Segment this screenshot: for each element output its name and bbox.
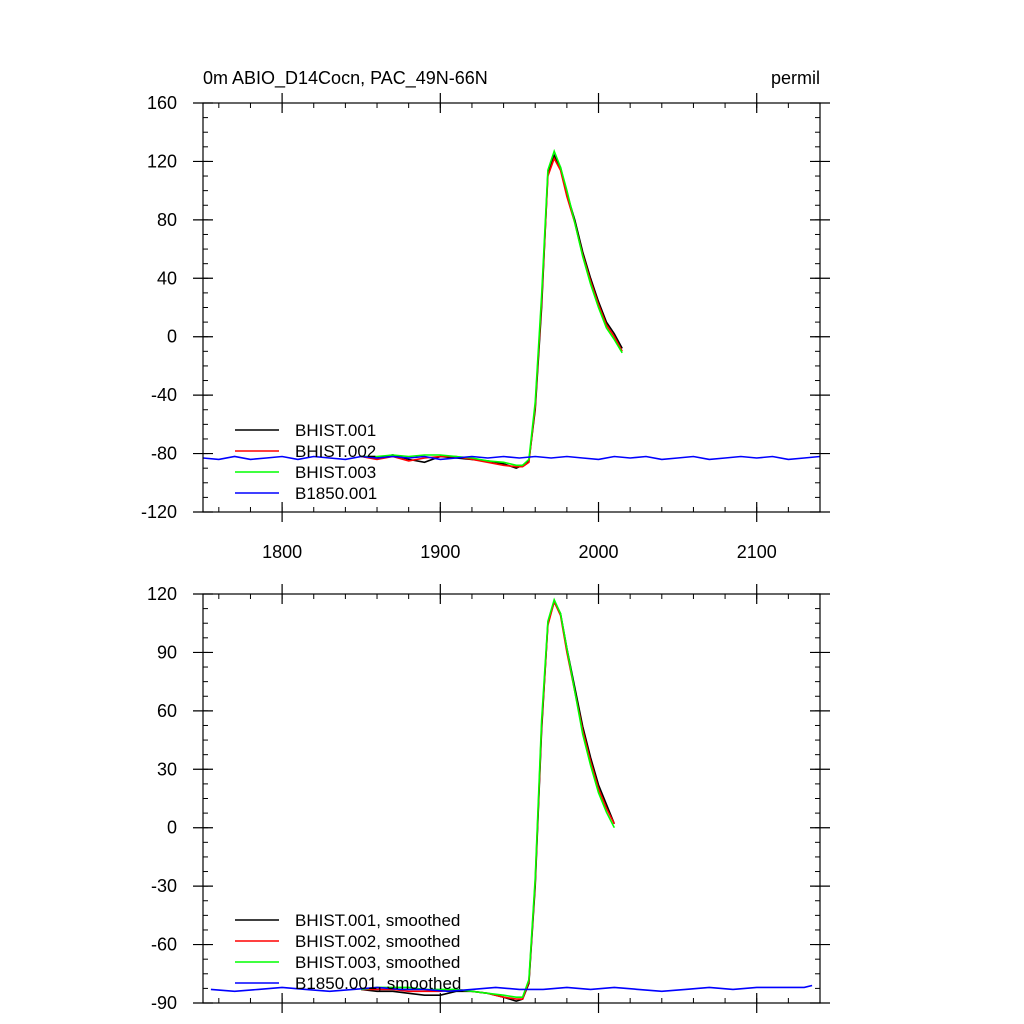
units-label: permil <box>771 68 820 88</box>
legend-label: BHIST.003, smoothed <box>295 953 460 972</box>
y-tick-label: 80 <box>157 210 177 230</box>
series-line-bhist-003 <box>361 148 623 467</box>
legend-label: BHIST.002 <box>295 442 376 461</box>
series-line-b1850-001 <box>202 455 821 461</box>
x-tick-label: 2000 <box>578 542 618 562</box>
top-panel: 1800 1900 2000 2100 -120 -80 -40 0 40 80 120 160 BHI… <box>141 93 830 562</box>
y-tick-label: 120 <box>147 151 177 171</box>
y-tick-label: 0 <box>167 818 177 838</box>
y-tick-label: 90 <box>157 642 177 662</box>
y-tick-label: -120 <box>141 502 177 522</box>
series-line-bhist-001 <box>361 153 623 470</box>
series-line-bhist-002 <box>361 156 623 468</box>
y-tick-label: 0 <box>167 327 177 347</box>
legend-label: BHIST.001, smoothed <box>295 911 460 930</box>
y-tick-label: 30 <box>157 759 177 779</box>
legend-label: BHIST.003 <box>295 463 376 482</box>
y-tick-label: -90 <box>151 993 177 1013</box>
y-tick-label: -80 <box>151 444 177 464</box>
legend-label: BHIST.001 <box>295 421 376 440</box>
bottom-panel: -90 -60 -30 0 30 60 90 120 BHIST.001, smoothed BH… <box>147 584 830 1013</box>
legend-label: B1850.001, smoothed <box>295 974 461 993</box>
series-line-b1850-001-smoothed <box>210 984 813 993</box>
x-tick-label: 2100 <box>737 542 777 562</box>
legend-label: BHIST.002, smoothed <box>295 932 460 951</box>
y-tick-label: -30 <box>151 876 177 896</box>
y-tick-label: 160 <box>147 93 177 113</box>
x-tick-label: 1800 <box>262 542 302 562</box>
y-tick-label: 60 <box>157 701 177 721</box>
y-tick-label: 120 <box>147 584 177 604</box>
x-tick-label: 1900 <box>420 542 460 562</box>
legend-label: B1850.001 <box>295 484 377 503</box>
chart-title: 0m ABIO_D14Cocn, PAC_49N-66N <box>203 68 488 89</box>
y-tick-label: -60 <box>151 935 177 955</box>
y-tick-label: -40 <box>151 385 177 405</box>
y-tick-label: 40 <box>157 268 177 288</box>
